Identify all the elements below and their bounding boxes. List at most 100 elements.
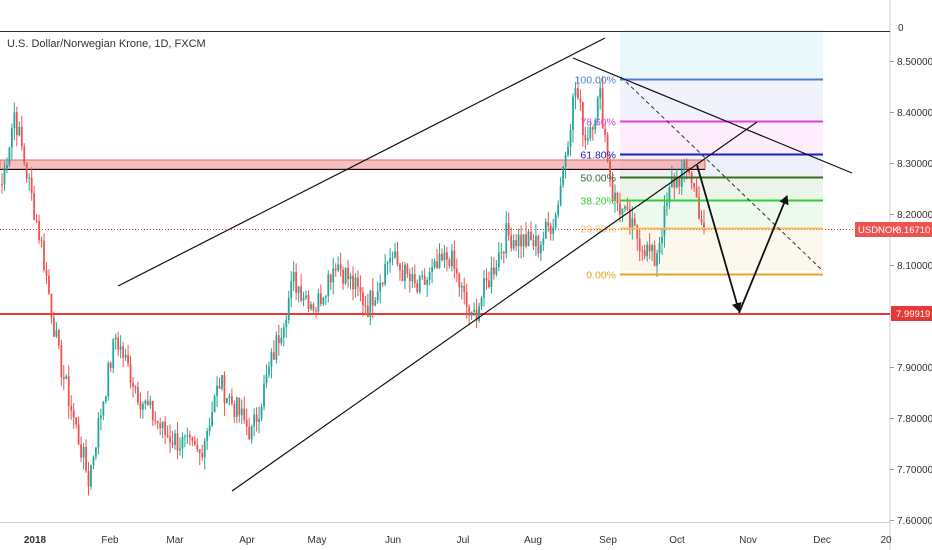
time-axis-tick-label: Mar	[166, 535, 184, 546]
candle-body	[668, 187, 671, 203]
candle-body	[322, 297, 325, 305]
candle-body	[544, 221, 547, 239]
time-axis-tick-label: Apr	[239, 535, 255, 546]
candle-body	[154, 420, 157, 422]
downtrend-line[interactable]	[572, 57, 853, 174]
candle-body	[522, 234, 525, 247]
candle-body	[530, 231, 532, 241]
candle-body	[3, 168, 6, 185]
candle-body	[433, 261, 436, 268]
projection-arrow-down[interactable]	[696, 164, 742, 312]
time-axis-tick-label: Jun	[385, 535, 401, 546]
candle-body	[495, 267, 498, 275]
candle-body	[164, 421, 167, 436]
time-axis-tick-label: Aug	[524, 535, 542, 546]
candle-body	[324, 296, 327, 298]
candle-body	[369, 290, 372, 318]
candle-body	[169, 436, 171, 443]
candle-body	[547, 221, 550, 226]
price-axis[interactable]: 8.500008.400008.300008.200008.100008.000…	[890, 57, 932, 527]
candle-body	[577, 88, 579, 99]
candle-body	[342, 269, 345, 284]
candle-body	[253, 414, 256, 427]
candle-body	[646, 244, 649, 257]
candle-body	[416, 283, 419, 293]
candle-body	[366, 306, 369, 318]
candle-body	[357, 277, 359, 287]
candle-body	[492, 267, 495, 275]
dashed-projection-line[interactable]	[620, 76, 824, 272]
candle-body	[483, 278, 485, 298]
time-axis[interactable]: 2018 Feb Mar Apr May Jun Jul Aug Sep Oct Nov Dec 20	[24, 535, 892, 546]
candle-body	[13, 112, 16, 129]
candle-body	[315, 310, 317, 312]
candle-body	[384, 264, 387, 285]
candle-body	[421, 275, 424, 277]
candle-body	[287, 297, 290, 321]
candle-body	[141, 403, 144, 410]
candle-body	[413, 274, 416, 284]
time-axis-tick-label: Jul	[457, 535, 470, 546]
candle-body	[670, 178, 673, 188]
price-axis-tick-label: 8.20000	[897, 210, 932, 221]
candle-body	[255, 414, 258, 422]
fib-level-label: 23.60%	[580, 224, 616, 236]
last-price-label-bg	[855, 222, 932, 237]
support-price-label-bg	[891, 306, 932, 321]
candle-body	[1, 183, 3, 185]
candle-body	[50, 293, 53, 318]
fib-level-label: 50.00%	[580, 173, 616, 185]
candle-body	[260, 406, 263, 419]
channel-upper-line[interactable]	[117, 37, 606, 287]
candle-body	[599, 88, 602, 99]
candle-body	[448, 259, 451, 267]
candle-body	[65, 376, 68, 380]
candle-body	[688, 168, 691, 173]
candle-body	[92, 456, 95, 465]
candle-body	[557, 204, 560, 215]
projection-arrow-up[interactable]	[738, 195, 789, 314]
channel-lower-line[interactable]	[231, 121, 758, 492]
candle-body	[436, 261, 438, 268]
candle-body	[468, 306, 471, 316]
candle-body	[203, 440, 206, 458]
candle-body	[174, 433, 176, 445]
candle-body	[480, 297, 483, 307]
candle-body	[122, 346, 125, 358]
candle-body	[112, 339, 115, 369]
candle-body	[535, 235, 537, 247]
candle-body	[277, 335, 280, 344]
candle-body	[406, 264, 409, 274]
candle-body	[589, 127, 592, 139]
candle-body	[619, 203, 621, 215]
candle-body	[97, 418, 100, 448]
candle-body	[354, 277, 357, 290]
candle-body	[114, 337, 117, 340]
candle-body	[57, 330, 60, 346]
candle-body	[127, 354, 129, 364]
candle-body	[500, 252, 503, 254]
candle-body	[549, 225, 552, 234]
candle-body	[268, 366, 270, 375]
candle-body	[146, 400, 149, 406]
candle-body	[85, 446, 87, 471]
candle-body	[628, 209, 631, 229]
candle-body	[515, 240, 518, 247]
candle-body	[666, 202, 668, 206]
candle-body	[62, 377, 65, 380]
candle-body	[574, 88, 577, 97]
candle-body	[463, 285, 466, 293]
candle-body	[581, 102, 584, 136]
candle-body	[129, 363, 132, 383]
candle-body	[295, 272, 298, 293]
candle-body	[107, 362, 110, 397]
candle-body	[698, 197, 700, 219]
candle-body	[302, 297, 305, 301]
candle-body	[243, 408, 246, 420]
candle-body	[591, 127, 594, 130]
fib-zone-top	[620, 30, 823, 77]
candle-body	[428, 272, 431, 281]
candle-body	[334, 268, 337, 271]
candle-body	[559, 185, 562, 205]
